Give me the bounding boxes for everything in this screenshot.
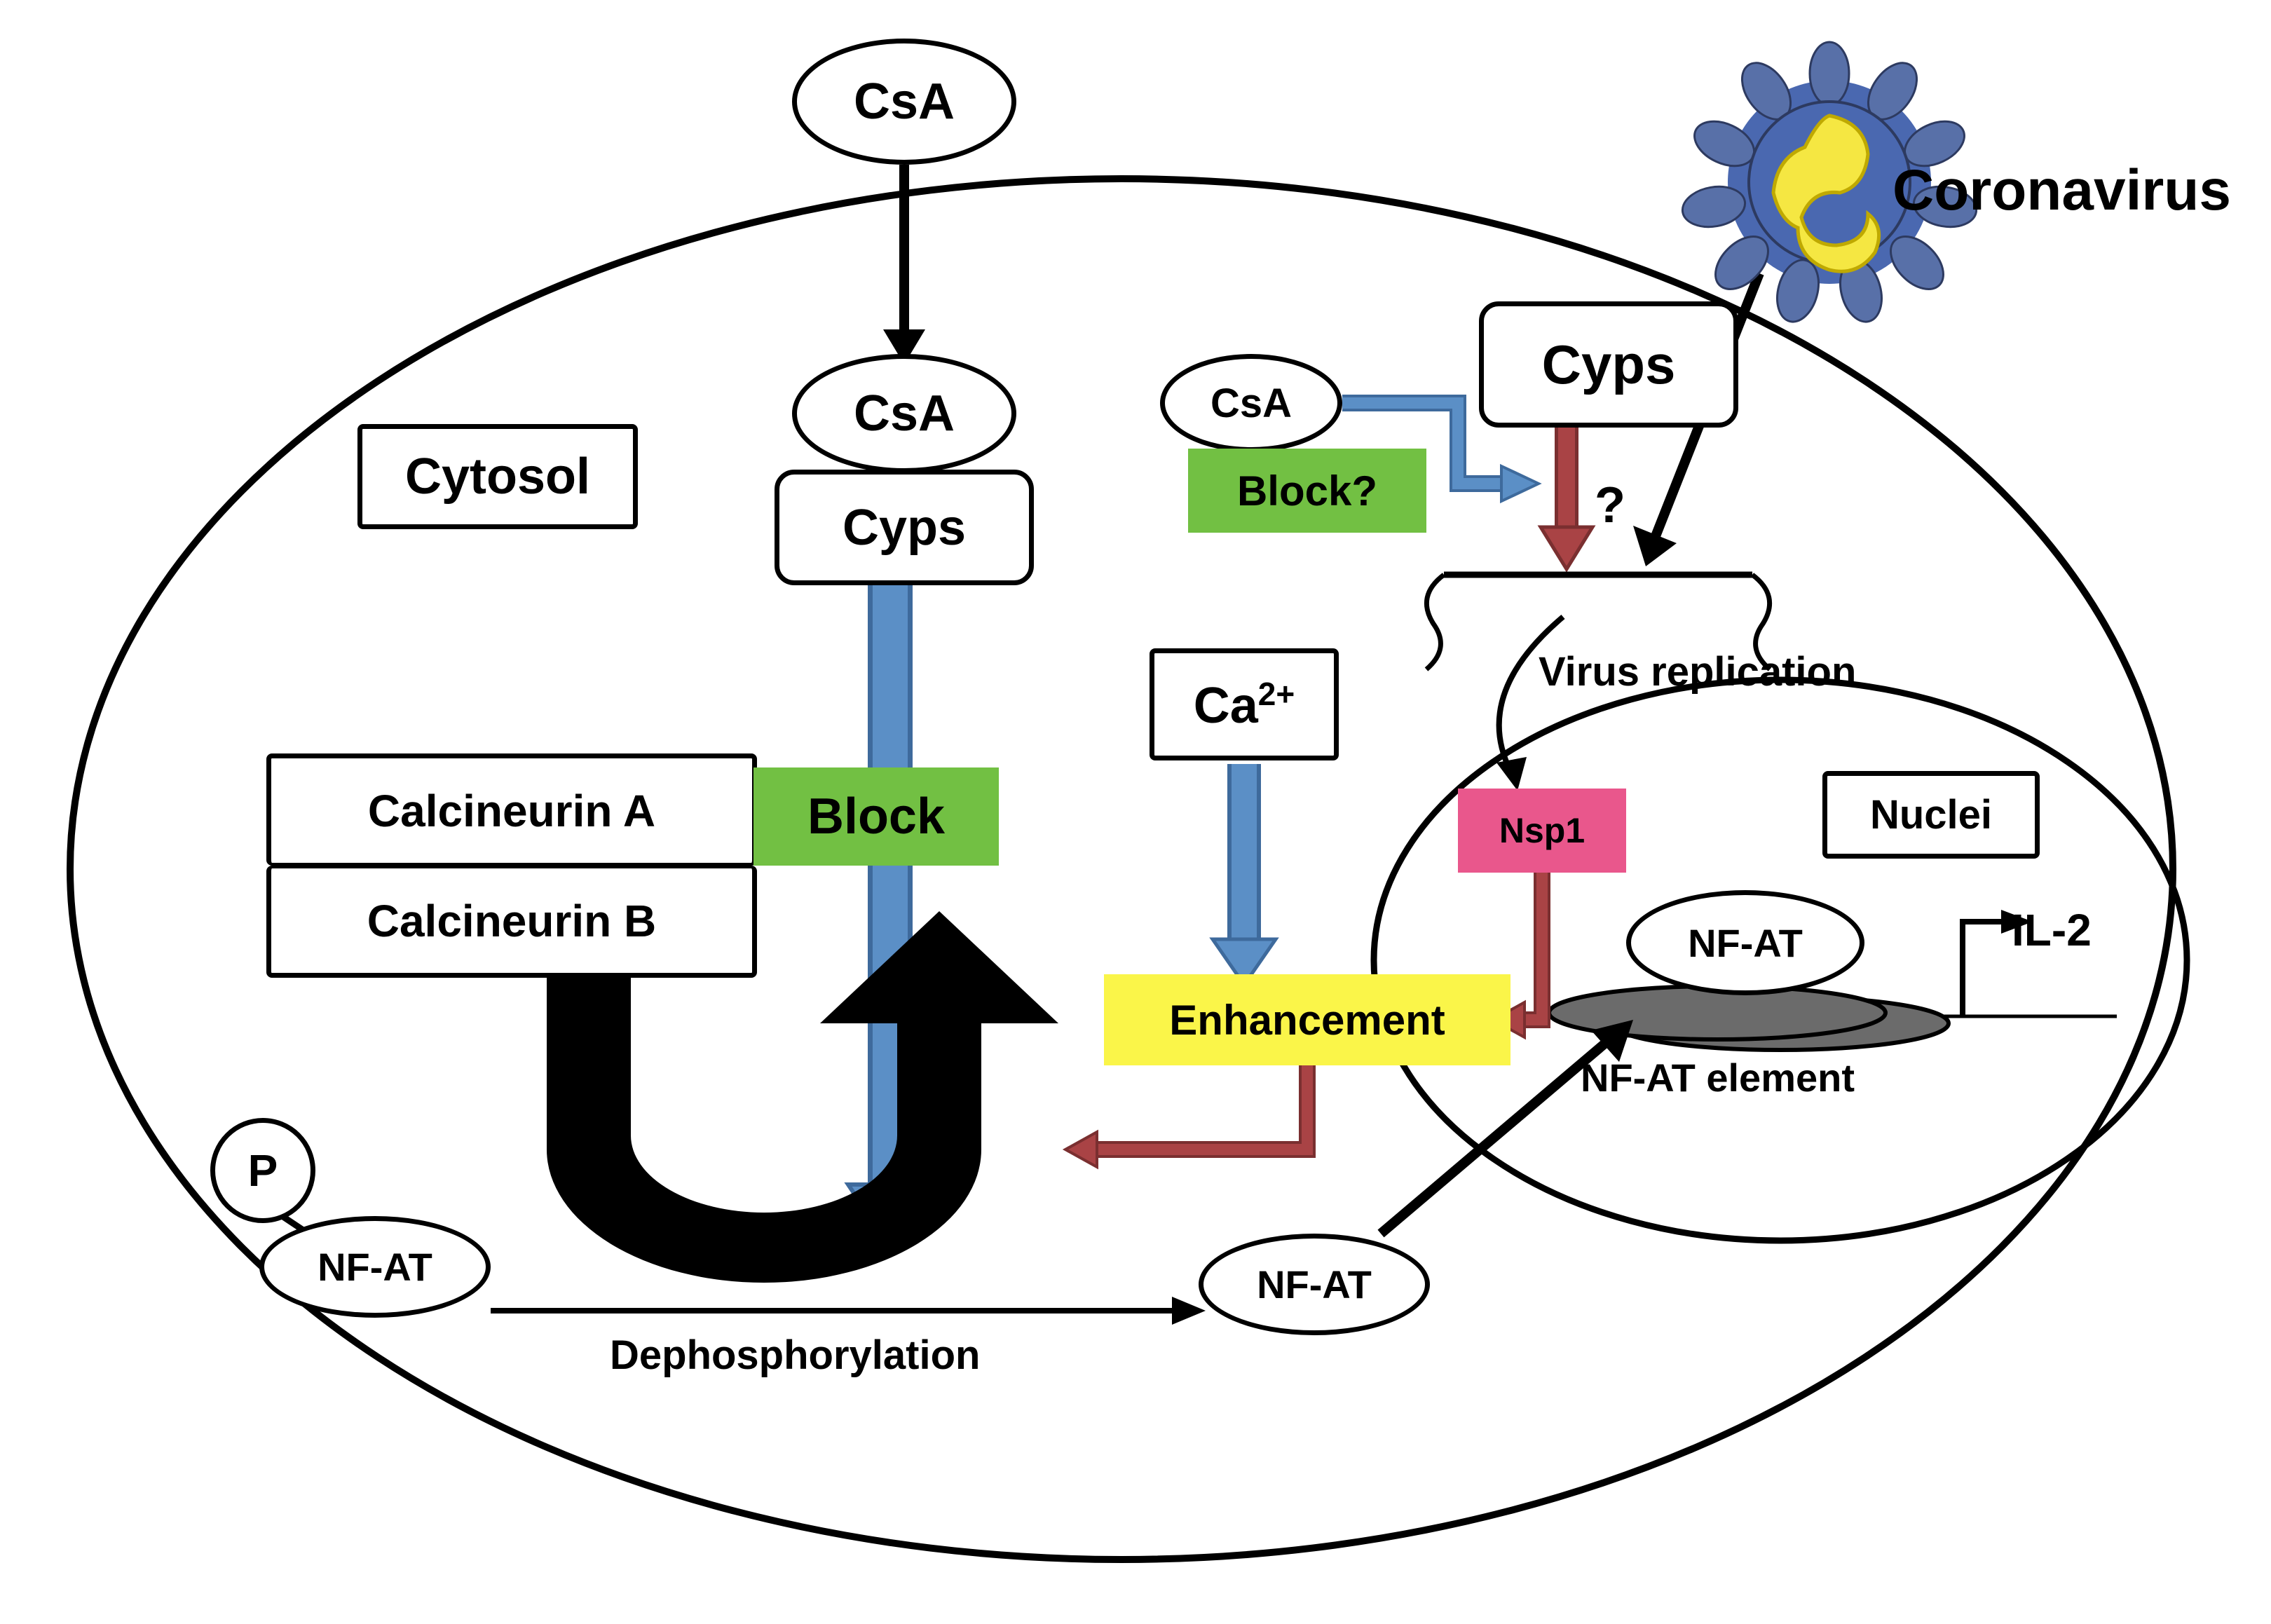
cytosol-label: Cytosol — [405, 448, 590, 505]
nuclei-label: Nuclei — [1870, 791, 1992, 838]
calcineurin-a-node: Calcineurin A — [266, 753, 757, 866]
nfat-mid-label: NF-AT — [1257, 1262, 1372, 1307]
csa-mid-label: CsA — [854, 385, 955, 442]
nfat-left-node: NF-AT — [259, 1216, 491, 1318]
nfat-mid-node: NF-AT — [1199, 1234, 1430, 1335]
nfat-nucl-label: NF-AT — [1688, 920, 1803, 966]
calcineurin-b-node: Calcineurin B — [266, 866, 757, 978]
nfat-element-label: NF-AT element — [1581, 1055, 1855, 1100]
ca-enh-arrow — [1213, 764, 1276, 985]
nuclei-node: Nuclei — [1822, 771, 2040, 859]
blockq-label: Block? — [1237, 467, 1377, 515]
cyps-right-node: Cyps — [1479, 301, 1738, 428]
csa-right-label: CsA — [1210, 380, 1292, 427]
ca2-node: Ca2+ — [1150, 648, 1339, 760]
ca2-label: Ca2+ — [1194, 675, 1295, 735]
cyps-right-label: Cyps — [1542, 333, 1676, 397]
enh-u-arrow — [1065, 1065, 1307, 1167]
cyps-red-arrow — [1541, 428, 1593, 569]
csa-top-label: CsA — [854, 73, 955, 130]
nfat-left-label: NF-AT — [318, 1244, 432, 1290]
enhancement-node: Enhancement — [1104, 974, 1510, 1065]
dephosphorylation-label: Dephosphorylation — [610, 1332, 980, 1379]
block-node: Block — [753, 767, 999, 866]
nsp1-node: Nsp1 — [1458, 789, 1626, 873]
cyps-mid-node: Cyps — [775, 470, 1034, 585]
nsp1-label: Nsp1 — [1499, 810, 1585, 851]
replication-squiggle-left — [1426, 575, 1444, 669]
qmark-label: ? — [1595, 477, 1625, 534]
csa-right-node: CsA — [1160, 354, 1342, 452]
il2-arrow — [1963, 922, 2005, 1016]
nfat-nucl-node: NF-AT — [1626, 890, 1864, 995]
blockq-node: Block? — [1188, 449, 1426, 533]
enhancement-label: Enhancement — [1169, 996, 1445, 1044]
p-label: P — [248, 1145, 278, 1196]
cytosol-node: Cytosol — [357, 424, 638, 529]
calcineurin-b-label: Calcineurin B — [367, 895, 657, 947]
p-node: P — [210, 1118, 315, 1223]
csa-mid-node: CsA — [792, 354, 1016, 473]
calcineurin-a-label: Calcineurin A — [368, 785, 655, 837]
coronavirus-label: Coronavirus — [1892, 158, 2231, 224]
il2-label: IL-2 — [2012, 904, 2092, 956]
virus-replication-label: Virus replication — [1539, 648, 1856, 695]
cyps-mid-label: Cyps — [843, 499, 966, 557]
block-label: Block — [807, 788, 945, 845]
csa-top-node: CsA — [792, 39, 1016, 165]
